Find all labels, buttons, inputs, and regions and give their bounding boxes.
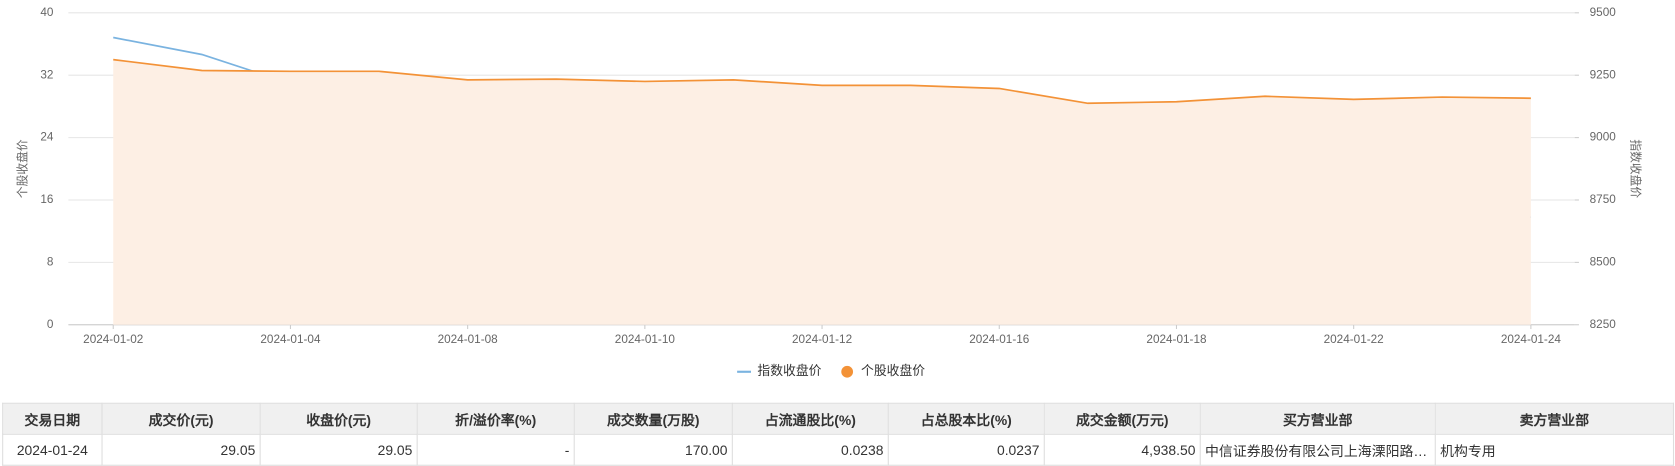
- column-header: 成交价(元): [101, 402, 261, 435]
- y2-tick-label: 8750: [1590, 193, 1617, 206]
- y-tick-label: 16: [40, 193, 54, 206]
- column-header: 收盘价(元): [259, 402, 418, 435]
- x-tick-label: 2024-01-24: [1501, 333, 1562, 346]
- column-header: 占总股本比(%): [887, 402, 1045, 435]
- x-tick-label: 2024-01-08: [438, 333, 499, 346]
- y-tick-label: 8: [47, 255, 54, 268]
- area: [113, 59, 1531, 325]
- column-header: 卖方营业部: [1434, 402, 1675, 435]
- y2-tick-label: 9500: [1590, 6, 1617, 19]
- x-tick-label: 2024-01-16: [969, 333, 1030, 346]
- y-tick-label: 40: [40, 6, 54, 19]
- legend-label: 个股收盘价: [861, 363, 925, 378]
- table-cell: 中信证券股份有限公司上海溧阳路…: [1199, 433, 1436, 466]
- table-cell: 2024-01-24: [2, 433, 103, 466]
- column-header: 成交金额(万元): [1043, 402, 1201, 435]
- column-header: 折/溢价率(%): [416, 402, 575, 435]
- y-tick-label: 0: [47, 318, 54, 331]
- table-cell: 0.0238: [731, 433, 889, 466]
- column-header: 占流通股比(%): [731, 402, 889, 435]
- table-row: 2024-01-24 29.05 29.05-170.00 0.0238 0.0237 4…: [2, 433, 1675, 466]
- x-tick-label: 2024-01-02: [83, 333, 143, 346]
- table-cell: 机构专用: [1434, 433, 1675, 466]
- column-header: 交易日期: [2, 402, 103, 435]
- y-tick-label: 32: [40, 68, 53, 81]
- legend-label: 指数收盘价: [757, 363, 821, 378]
- x-tick-label: 2024-01-04: [260, 333, 321, 346]
- header-row: 交易日期 成交价(元) 收盘价(元) 折/溢价率(%) 成交数量(万股) 占流通股比(%)…: [2, 402, 1675, 435]
- y2-tick-label: 8500: [1590, 255, 1617, 268]
- block-trade-table: 交易日期 成交价(元) 收盘价(元) 折/溢价率(%) 成交数量(万股) 占流通股比(%)…: [2, 402, 1675, 466]
- legend-marker: [841, 365, 854, 378]
- y2-axis-label: 指数收盘价: [1628, 139, 1642, 198]
- table-cell: 0.0237: [887, 433, 1045, 466]
- table-cell: 29.05: [259, 433, 418, 466]
- line: [113, 58, 1531, 105]
- column-header: 成交数量(万股): [573, 402, 733, 435]
- y2-tick-label: 9000: [1590, 131, 1617, 144]
- x-tick-label: 2024-01-10: [615, 333, 676, 346]
- column-header: 买方营业部: [1199, 402, 1436, 435]
- x-tick-label: 2024-01-18: [1146, 333, 1207, 346]
- table-cell: 170.00: [573, 433, 733, 466]
- x-tick-label: 2024-01-12: [792, 333, 852, 346]
- x-tick-label: 2024-01-22: [1324, 333, 1384, 346]
- y-axis-label: 个股收盘价: [16, 139, 30, 198]
- table-cell: -: [416, 433, 575, 466]
- y-tick-label: 24: [40, 131, 54, 144]
- chart: 0816243240825085008750900092509500个股收盘价指…: [16, 6, 1643, 378]
- table-cell: 4,938.50: [1043, 433, 1201, 466]
- y2-tick-label: 8250: [1590, 318, 1617, 331]
- table-body: 2024-01-24 29.05 29.05-170.00 0.0238 0.0237 4…: [2, 433, 1675, 466]
- table-cell: 29.05: [101, 433, 261, 466]
- y2-tick-label: 9250: [1590, 68, 1617, 81]
